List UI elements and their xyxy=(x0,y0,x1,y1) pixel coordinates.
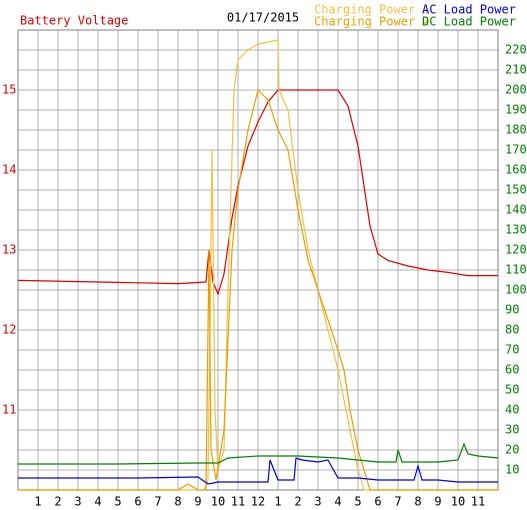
y2-tick-label: 110 xyxy=(505,263,527,277)
y2-tick-label: 50 xyxy=(505,383,519,397)
x-tick-label: 4 xyxy=(334,495,341,509)
x-tick-label: 6 xyxy=(134,495,141,509)
x-tick-label: 5 xyxy=(354,495,361,509)
y2-tick-label: 40 xyxy=(505,403,519,417)
y-tick-label: 13 xyxy=(2,243,16,257)
y2-tick-label: 210 xyxy=(505,63,527,77)
series-line xyxy=(18,39,498,491)
x-tick-label: 1 xyxy=(274,495,281,509)
y2-tick-label: 170 xyxy=(505,143,527,157)
x-tick-label: 5 xyxy=(114,495,121,509)
y2-tick-label: 80 xyxy=(505,323,519,337)
x-tick-label: 7 xyxy=(154,495,161,509)
x-tick-label: 10 xyxy=(211,495,225,509)
y2-tick-label: 60 xyxy=(505,363,519,377)
legend-label: DC Load Power xyxy=(422,15,516,29)
y2-tick-label: 10 xyxy=(505,463,519,477)
x-tick-label: 9 xyxy=(434,495,441,509)
y2-tick-label: 190 xyxy=(505,103,527,117)
chart-title: 01/17/2015 xyxy=(227,11,299,25)
y2-tick-label: 180 xyxy=(505,123,527,137)
y2-tick-label: 20 xyxy=(505,443,519,457)
x-tick-label: 11 xyxy=(231,495,245,509)
plot-frame xyxy=(17,29,499,491)
y-axis-label: Battery Voltage xyxy=(20,14,128,28)
legend-label: AC Load Power xyxy=(422,3,516,17)
x-tick-label: 2 xyxy=(54,495,61,509)
y2-tick-label: 130 xyxy=(505,223,527,237)
y2-tick-label: 150 xyxy=(505,183,527,197)
y2-tick-label: 100 xyxy=(505,283,527,297)
y2-tick-label: 70 xyxy=(505,343,519,357)
y-tick-label: 12 xyxy=(2,323,16,337)
x-tick-label: 12 xyxy=(251,495,265,509)
x-tick-label: 6 xyxy=(374,495,381,509)
x-tick-label: 4 xyxy=(94,495,101,509)
x-tick-label: 9 xyxy=(194,495,201,509)
y2-tick-label: 30 xyxy=(505,423,519,437)
y2-tick-label: 140 xyxy=(505,203,527,217)
x-tick-label: 3 xyxy=(74,495,81,509)
x-tick-label: 1 xyxy=(34,495,41,509)
series-line xyxy=(18,442,499,465)
series-line xyxy=(18,457,498,485)
x-tick-label: 3 xyxy=(314,495,321,509)
series-line xyxy=(18,88,498,491)
x-tick-label: 2 xyxy=(294,495,301,509)
y-tick-label: 11 xyxy=(2,403,16,417)
y2-tick-label: 120 xyxy=(505,243,527,257)
x-tick-label: 8 xyxy=(414,495,421,509)
y2-tick-label: 220 xyxy=(505,43,527,57)
legend-label: Charging Power 2 xyxy=(314,15,430,29)
y2-tick-label: 200 xyxy=(505,83,527,97)
x-tick-label: 10 xyxy=(451,495,465,509)
y-tick-label: 15 xyxy=(2,83,16,97)
y2-tick-label: 160 xyxy=(505,163,527,177)
y-tick-label: 14 xyxy=(2,163,16,177)
x-tick-label: 7 xyxy=(394,495,401,509)
x-tick-label: 8 xyxy=(174,495,181,509)
x-tick-label: 11 xyxy=(471,495,485,509)
y2-tick-label: 90 xyxy=(505,303,519,317)
legend-label: Charging Power 1 xyxy=(314,3,430,17)
